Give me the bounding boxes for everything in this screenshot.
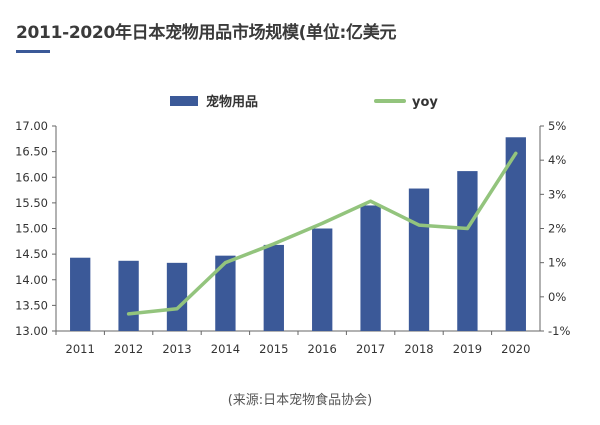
- x-tick-label: 2012: [114, 342, 143, 356]
- y-left-tick-label: 14.00: [15, 273, 48, 287]
- chart-title: 2011-2020年日本宠物用品市场规模(单位:亿美元: [16, 23, 397, 43]
- x-tick-label: 2016: [308, 342, 337, 356]
- y-left-tick-label: 13.00: [15, 324, 48, 338]
- y-right-tick-label: 0%: [548, 290, 566, 304]
- legend-label-bar: 宠物用品: [206, 94, 258, 110]
- yoy-line: [126, 151, 518, 316]
- bar: [457, 171, 478, 331]
- x-tick-label: 2018: [404, 342, 433, 356]
- bar: [505, 137, 526, 331]
- bar: [215, 255, 236, 331]
- y-left-tick-label: 15.50: [15, 196, 48, 210]
- y-right-tick-label: 2%: [548, 222, 566, 236]
- title-underline: [16, 50, 50, 53]
- legend-label-line: yoy: [412, 95, 438, 110]
- y-left-tick-label: 16.50: [15, 145, 48, 159]
- legend-swatch-bar: [170, 96, 198, 106]
- x-tick-label: 2013: [162, 342, 191, 356]
- x-tick-label: 2019: [453, 342, 482, 356]
- y-left-tick-label: 15.00: [15, 222, 48, 236]
- bar: [70, 257, 91, 331]
- x-tick-label: 2015: [259, 342, 288, 356]
- y-right-tick-label: 4%: [548, 153, 566, 167]
- y-right-tick-label: -1%: [548, 324, 570, 338]
- x-tick-label: 2011: [66, 342, 95, 356]
- bar: [118, 260, 139, 331]
- y-left-tick-label: 17.00: [15, 119, 48, 133]
- bar: [408, 188, 430, 331]
- bar: [166, 262, 188, 331]
- source-note: (来源:日本宠物食品协会): [227, 393, 373, 408]
- y-right-tick-label: 5%: [548, 119, 566, 133]
- x-tick-label: 2020: [501, 342, 530, 356]
- bar: [360, 205, 381, 331]
- y-left-tick-label: 13.50: [15, 298, 48, 312]
- chart: 13.00 13.50 14.00 14.50 15.00 15.50 16.00 16.50…: [15, 94, 570, 356]
- y-left-tick-label: 14.50: [15, 247, 48, 261]
- x-tick-label: 2017: [356, 342, 385, 356]
- y-right-tick-label: 3%: [548, 187, 566, 201]
- y-right-tick-label: 1%: [548, 256, 566, 270]
- bar: [263, 244, 284, 331]
- bar: [312, 228, 333, 331]
- y-left-tick-label: 16.00: [15, 170, 48, 184]
- x-tick-label: 2014: [211, 342, 240, 356]
